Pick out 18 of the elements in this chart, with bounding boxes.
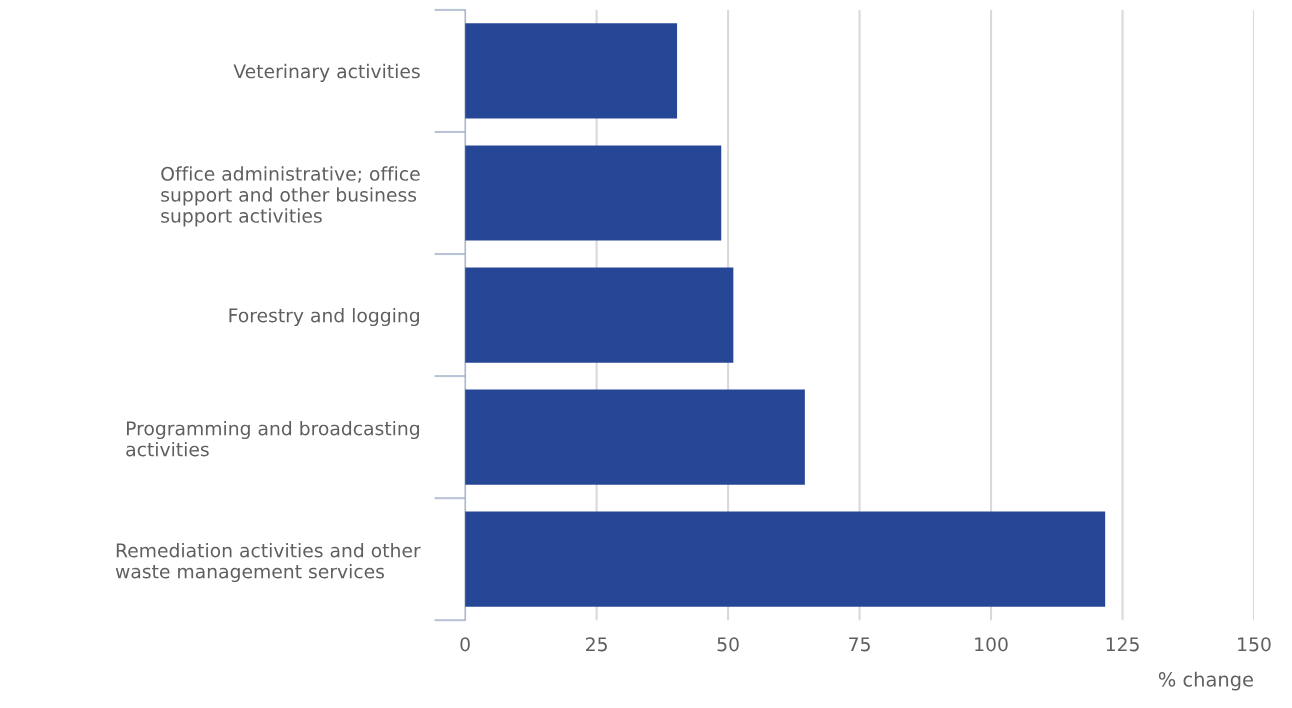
bar (465, 511, 1106, 607)
y-tick-label: Veterinary activities (233, 63, 420, 82)
x-tick-label: 0 (460, 637, 470, 652)
x-tick-label: 25 (586, 637, 607, 652)
bar (465, 145, 722, 241)
x-tick-label: 125 (1106, 637, 1139, 652)
bar (465, 267, 734, 363)
bar (465, 23, 678, 119)
y-tick-label: Office administrative; office support and other business support activities (161, 166, 420, 227)
y-tick-label: Forestry and logging (229, 307, 419, 327)
bar (465, 389, 805, 485)
x-tick-label: 50 (717, 637, 739, 652)
y-tick-label: Programming and broadcasting activities (126, 420, 419, 457)
x-tick-label: 75 (849, 637, 870, 652)
x-tick-label: 150 (1238, 637, 1271, 652)
y-tick-label: Remediation activities and other waste management services (115, 542, 421, 583)
x-tick-label: 100 (975, 637, 1008, 652)
x-axis-title: % change (1158, 671, 1253, 691)
